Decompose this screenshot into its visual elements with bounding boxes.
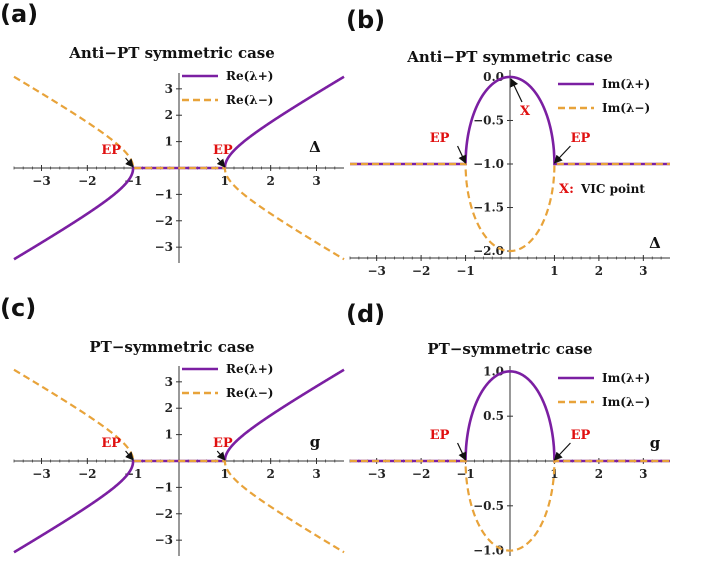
panel-letter: (a) (0, 0, 38, 28)
x-tick-label: 2 (266, 467, 274, 481)
legend-entry: Im(λ−) (602, 395, 650, 409)
y-tick-label: 1 (165, 135, 173, 149)
x-tick-label: −2 (78, 174, 96, 188)
legend-entry: Re(λ−) (226, 93, 273, 107)
ep-label: EP (101, 143, 121, 158)
series-line (350, 370, 670, 463)
x-tick-label: 3 (312, 174, 320, 188)
legend-entry: Im(λ+) (602, 77, 650, 91)
x-tick-label: −3 (32, 467, 50, 481)
x-tick-label: −2 (412, 264, 430, 278)
x-tick-label: −1 (456, 264, 474, 278)
note-prefix: X: (559, 182, 574, 197)
chart-title: Anti−PT symmetric case (68, 44, 275, 62)
y-tick-label: −0.5 (473, 499, 504, 513)
x-tick-label: 3 (639, 467, 647, 481)
panel-letter: (c) (0, 294, 36, 322)
ep-label: EP (571, 428, 591, 443)
y-tick-label: 3 (165, 375, 173, 389)
legend-entry: Re(λ+) (226, 69, 273, 83)
ep-arrow (553, 145, 571, 164)
chart-title: PT−symmetric case (89, 338, 254, 356)
y-tick-label: 2 (165, 108, 173, 122)
y-tick-label: 0.5 (483, 409, 504, 423)
y-tick-label: 1 (165, 428, 173, 442)
x-tick-label: −1 (456, 467, 474, 481)
y-tick-label: −2.0 (473, 244, 504, 258)
panel-d: (d)PT−symmetric case−3 −2 −1 1 2 31.00.5−0.5−… (346, 300, 670, 558)
ep-arrow (125, 157, 134, 168)
x-tick-label: −3 (32, 174, 50, 188)
chart-title: Anti−PT symmetric case (406, 48, 613, 66)
panel-letter: (b) (346, 6, 385, 34)
y-tick-label: −2 (155, 214, 173, 228)
x-axis-label: g (310, 433, 321, 451)
y-tick-label: −1 (155, 187, 173, 201)
x-tick-label: 3 (639, 264, 647, 278)
y-tick-label: 2 (165, 401, 173, 415)
ep-arrow (553, 442, 571, 461)
series-line (350, 162, 670, 253)
series-line (350, 459, 670, 552)
x-tick-label: −1 (124, 174, 142, 188)
x-axis-label: Δ (649, 234, 661, 252)
series-line (13, 75, 345, 261)
ep-label: EP (213, 143, 233, 158)
legend-entry: Re(λ+) (226, 362, 273, 376)
x-tick-label: −2 (412, 467, 430, 481)
panel-a: (a) Anti−PT symmetric case −3 −2 −1 1 2 3 −3 −2 −1… (0, 0, 345, 263)
x-axis-label: Δ (309, 138, 321, 156)
legend-entry: Im(λ−) (602, 101, 650, 115)
x-tick-label: 2 (595, 264, 603, 278)
x-tick-label: −3 (367, 467, 385, 481)
y-tick-label: −1.5 (473, 201, 504, 215)
x-tick-label: 2 (595, 467, 603, 481)
y-tick-label: 3 (165, 82, 173, 96)
ep-label: EP (430, 131, 450, 146)
panel-c: (c) PT−symmetric case −3 −2 −1 1 2 3 −3 −2 −1 1 2 3 g R… (0, 294, 345, 556)
legend-entry: Im(λ+) (602, 371, 650, 385)
chart-title: PT−symmetric case (427, 340, 592, 358)
ep-label: EP (101, 436, 121, 451)
ep-label: EP (571, 131, 591, 146)
ep-label: EP (430, 428, 450, 443)
ep-arrow (457, 145, 467, 164)
x-tick-label: 1 (550, 264, 558, 278)
x-tick-label: −2 (78, 467, 96, 481)
y-tick-label: −1.0 (473, 544, 504, 558)
x-tick-label: −1 (124, 467, 142, 481)
panel-b: (b)Anti−PT symmetric case−3 −2 −1 1 2 30.0−0.… (346, 6, 670, 278)
x-tick-label: 1 (221, 174, 229, 188)
ep-arrow (216, 157, 226, 168)
x-tick-label: 2 (266, 174, 274, 188)
y-tick-label: −1 (155, 480, 173, 494)
y-tick-label: −1.0 (473, 157, 504, 171)
x-axis-label: g (650, 434, 661, 452)
vic-arrow (510, 78, 523, 103)
series-line (13, 368, 345, 554)
y-tick-label: −0.5 (473, 113, 504, 127)
ep-arrow (216, 450, 226, 461)
y-tick-label: −3 (155, 533, 173, 547)
vic-point-label: X (520, 104, 531, 119)
y-tick-label: −2 (155, 507, 173, 521)
x-tick-label: 3 (312, 467, 320, 481)
ep-arrow (125, 450, 134, 461)
note-text: VIC point (580, 182, 645, 196)
ep-arrow (457, 442, 467, 461)
panel-letter: (d) (346, 300, 385, 328)
x-tick-label: 1 (221, 467, 229, 481)
ep-label: EP (213, 436, 233, 451)
y-tick-label: −3 (155, 240, 173, 254)
x-tick-label: −3 (367, 264, 385, 278)
legend-entry: Re(λ−) (226, 386, 273, 400)
